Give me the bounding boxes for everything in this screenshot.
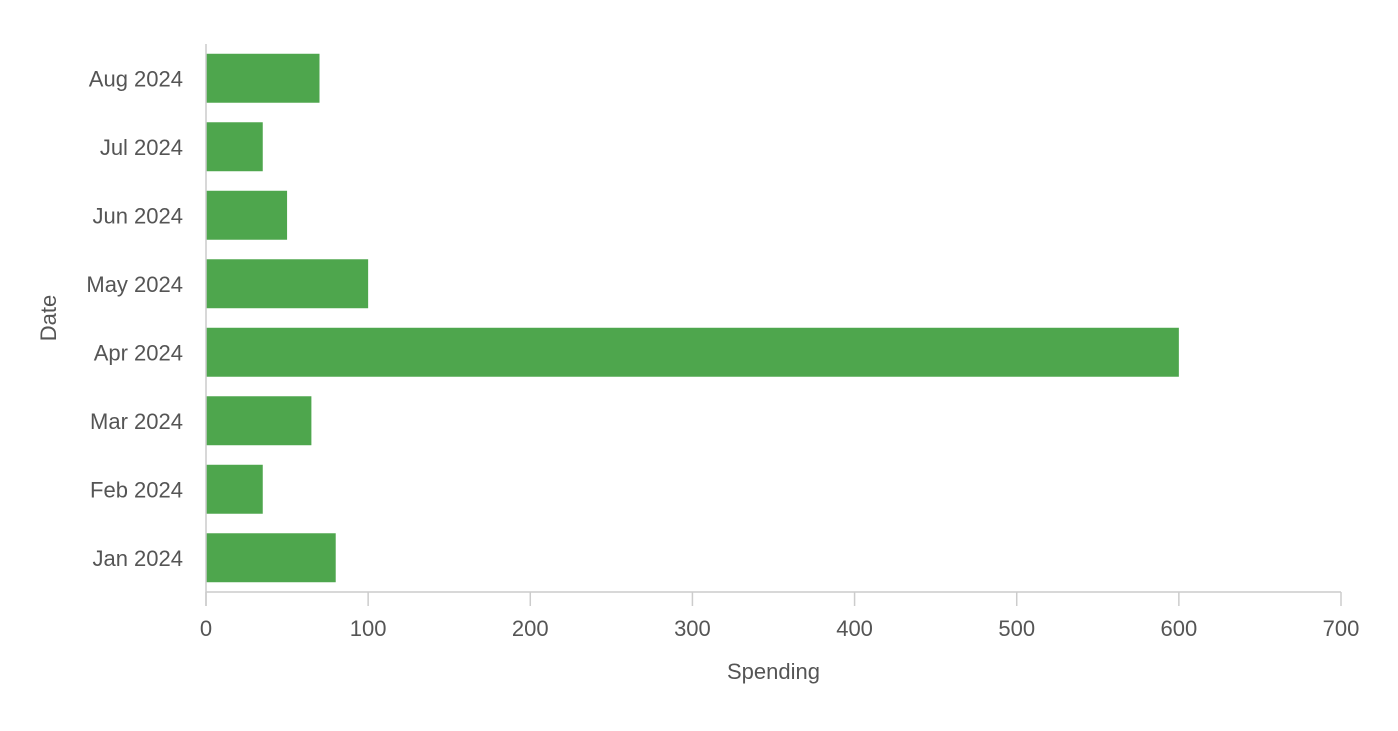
x-tick-label: 700 — [1323, 616, 1360, 641]
bar-may-2024 — [206, 259, 369, 309]
x-tick-label: 0 — [200, 616, 212, 641]
y-tick-label: Mar 2024 — [90, 409, 183, 434]
y-tick-label: Apr 2024 — [94, 340, 183, 365]
x-axis-title: Spending — [727, 659, 820, 684]
y-tick-label: Aug 2024 — [89, 66, 183, 91]
x-tick-label: 300 — [674, 616, 711, 641]
x-axis-ticks: 0 100 200 300 400 500 600 700 — [200, 592, 1359, 641]
x-tick-label: 400 — [836, 616, 873, 641]
y-axis-ticks: Jan 2024 Feb 2024 Mar 2024 Apr 2024 May 2024… — [86, 66, 183, 571]
x-tick-label: 100 — [350, 616, 387, 641]
bars-group — [206, 53, 1179, 583]
y-tick-label: Jun 2024 — [92, 203, 183, 228]
bar-jan-2024 — [206, 533, 336, 583]
bar-apr-2024 — [206, 327, 1179, 377]
bar-aug-2024 — [206, 53, 320, 103]
x-tick-label: 200 — [512, 616, 549, 641]
x-tick-label: 500 — [998, 616, 1035, 641]
y-axis-title: Date — [36, 295, 61, 341]
bar-mar-2024 — [206, 396, 312, 446]
bar-jul-2024 — [206, 122, 263, 172]
bar-feb-2024 — [206, 464, 263, 514]
y-tick-label: Jul 2024 — [100, 135, 183, 160]
x-tick-label: 600 — [1160, 616, 1197, 641]
y-tick-label: May 2024 — [86, 272, 183, 297]
y-tick-label: Jan 2024 — [92, 546, 183, 571]
y-tick-label: Feb 2024 — [90, 477, 183, 502]
bar-jun-2024 — [206, 190, 288, 240]
